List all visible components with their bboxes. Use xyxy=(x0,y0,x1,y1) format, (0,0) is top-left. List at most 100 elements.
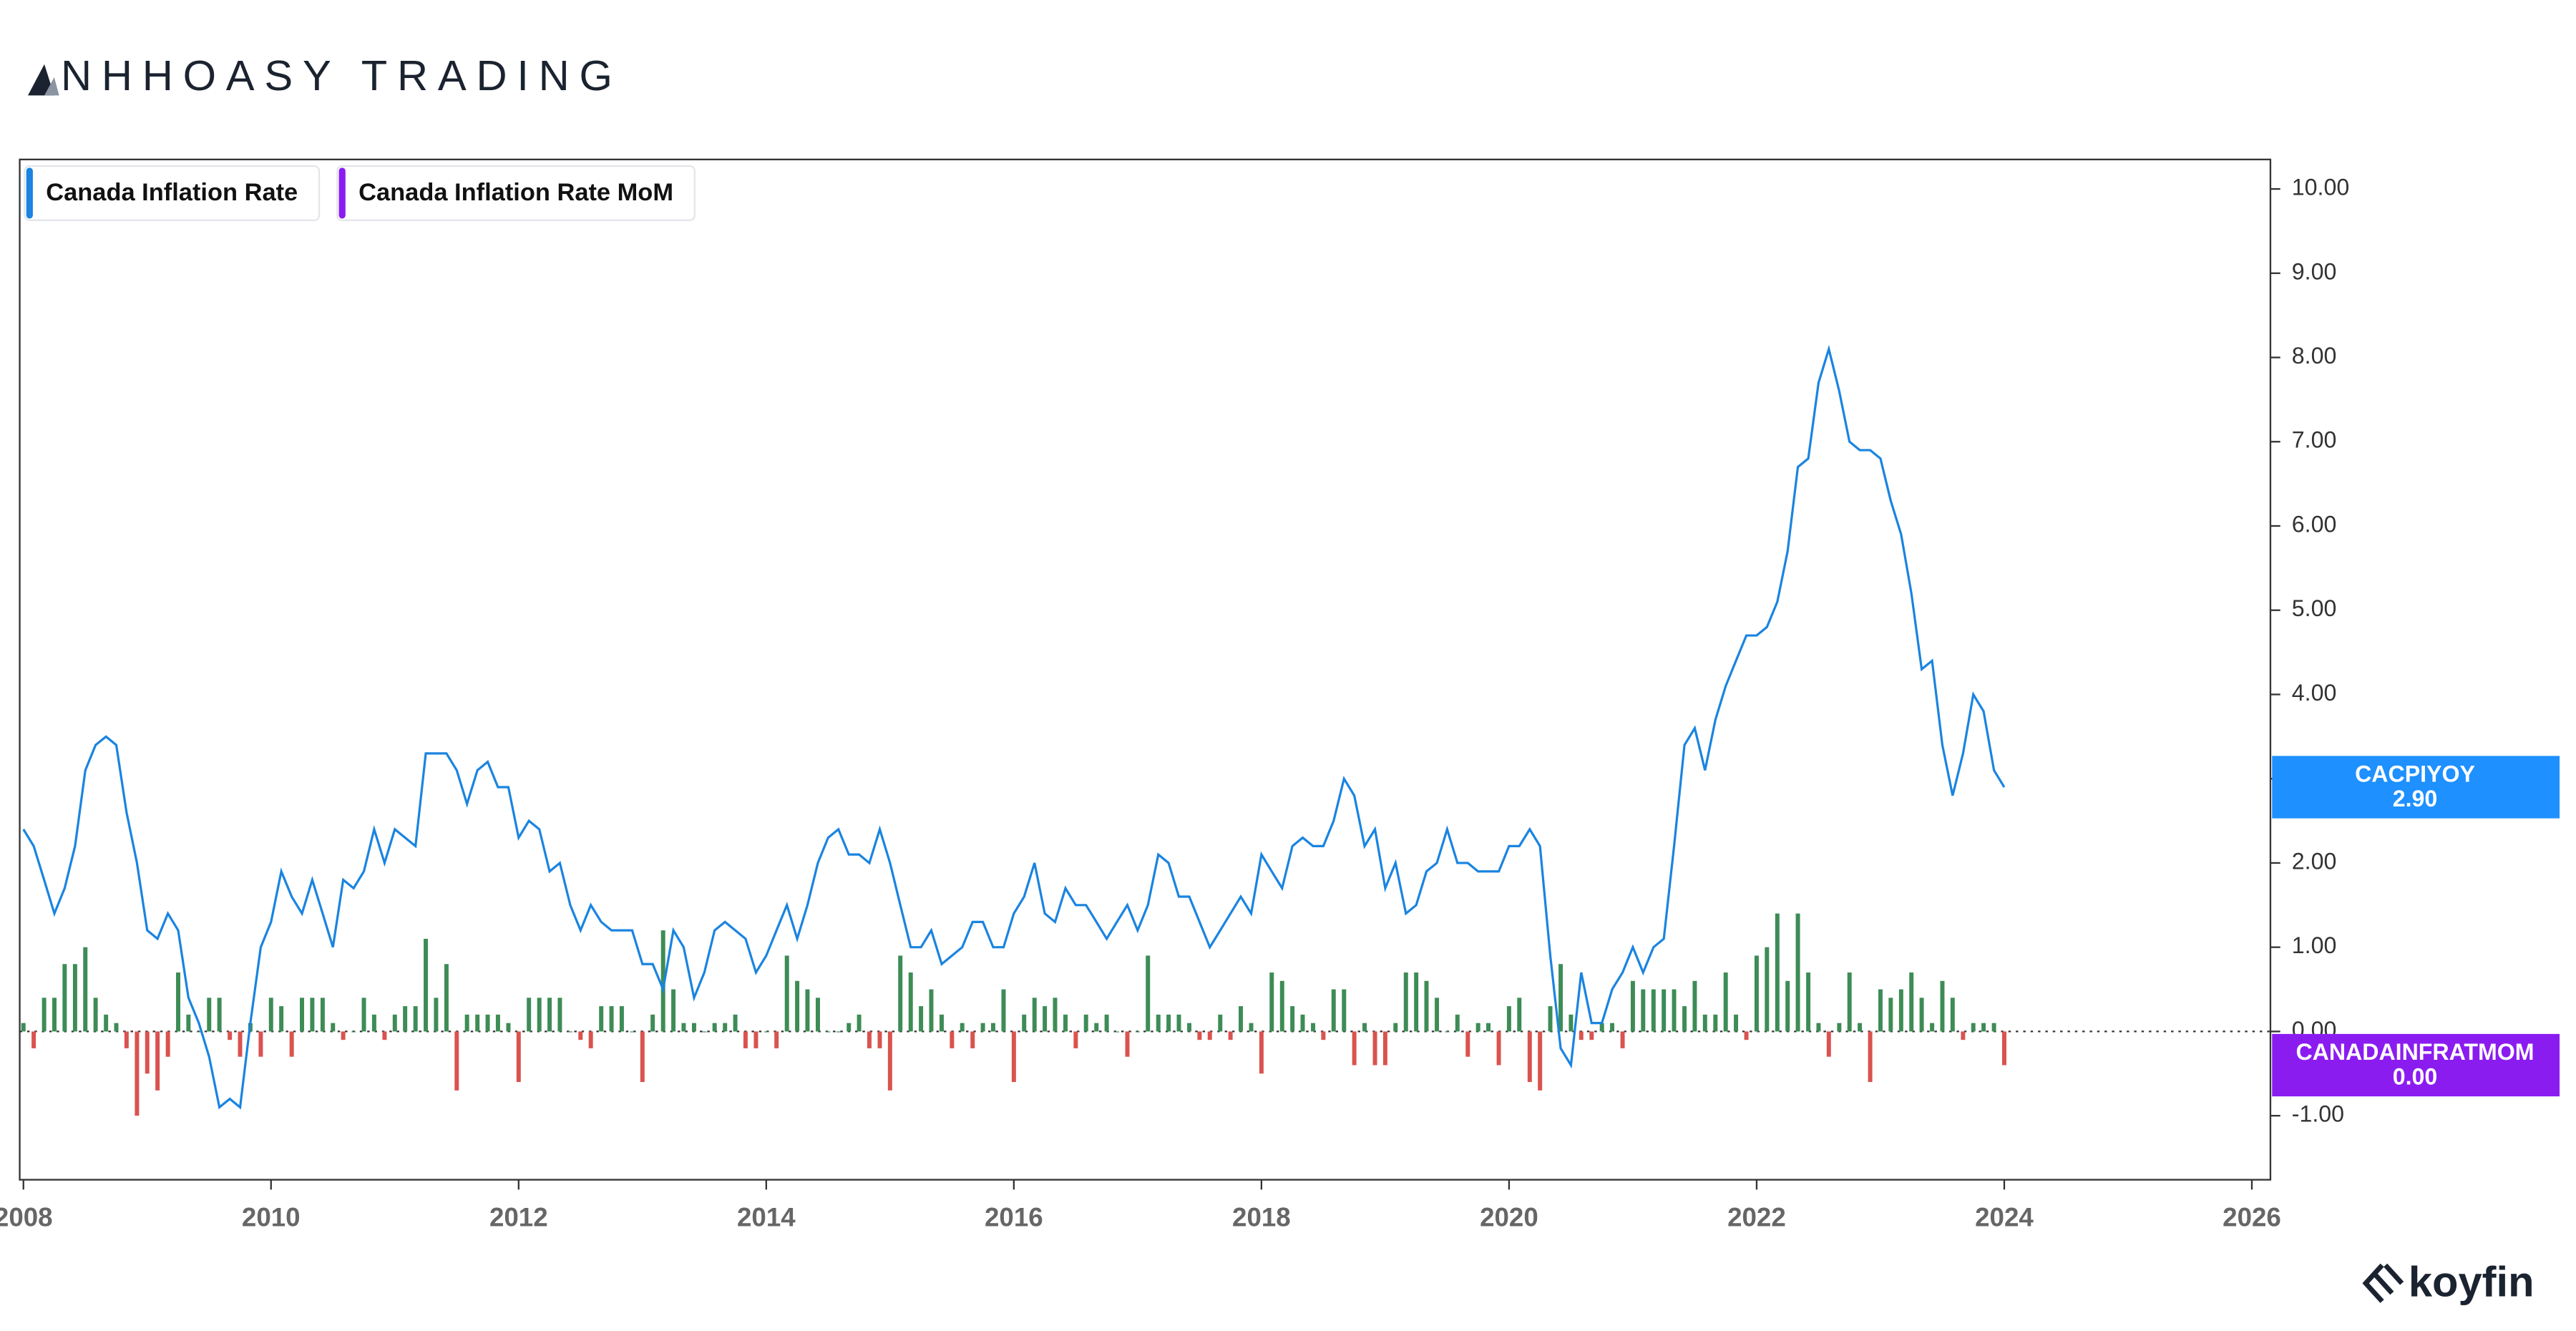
bar xyxy=(929,989,934,1032)
bar xyxy=(1053,998,1058,1032)
bar xyxy=(392,1014,397,1032)
x-tick-label: 2022 xyxy=(1727,1202,1786,1232)
bar xyxy=(258,1031,263,1057)
bar xyxy=(1930,1023,1935,1032)
bar xyxy=(1909,972,1914,1032)
bar xyxy=(1775,913,1780,1032)
bar xyxy=(1641,989,1646,1032)
brand-logo xyxy=(28,64,54,96)
bar xyxy=(1331,989,1336,1032)
badge xyxy=(2272,1033,2560,1097)
bar xyxy=(268,998,273,1032)
x-tick-label: 2018 xyxy=(1232,1202,1291,1232)
legend-item: Canada Inflation Rate xyxy=(24,165,321,221)
bar xyxy=(1527,1031,1532,1083)
bar xyxy=(847,1023,852,1032)
axes: -1.000.001.002.003.004.005.006.007.008.0… xyxy=(0,175,2349,1232)
bar xyxy=(1372,1031,1377,1066)
bar xyxy=(1868,1031,1873,1083)
bar xyxy=(527,998,532,1032)
y-tick-label: 10.00 xyxy=(2292,175,2349,200)
bar xyxy=(1207,1031,1212,1040)
bar xyxy=(712,1023,717,1032)
bar xyxy=(671,989,676,1032)
bar xyxy=(1558,964,1563,1032)
bar xyxy=(361,998,366,1032)
bar xyxy=(62,964,67,1032)
bar xyxy=(1269,972,1274,1032)
bar xyxy=(1754,955,1759,1032)
bar xyxy=(733,1014,738,1032)
legend-box xyxy=(24,165,321,221)
bar xyxy=(1888,998,1893,1032)
bar xyxy=(124,1031,129,1048)
bar xyxy=(516,1031,521,1083)
bar xyxy=(454,1031,459,1091)
bar xyxy=(1414,972,1419,1032)
bar xyxy=(1166,1014,1171,1032)
bar xyxy=(300,998,305,1032)
bar xyxy=(1692,980,1697,1032)
badge xyxy=(2272,756,2560,819)
bar xyxy=(444,964,449,1032)
bar xyxy=(403,1006,408,1032)
brand-logo-accent xyxy=(44,77,59,96)
bar xyxy=(1579,1031,1584,1040)
badge-value: 2.90 xyxy=(2393,786,2438,811)
x-tick-label: 2026 xyxy=(2223,1202,2281,1232)
bar xyxy=(196,1031,201,1033)
bar xyxy=(1599,1023,1604,1032)
y-tick-label: 9.00 xyxy=(2292,258,2337,284)
y-tick-label: 6.00 xyxy=(2292,511,2337,537)
bar xyxy=(630,1031,635,1033)
bar xyxy=(72,964,77,1032)
bar xyxy=(1135,1031,1140,1033)
bar xyxy=(1475,1023,1480,1032)
badge-ticker: CANADAINFRATMOM xyxy=(2296,1039,2534,1065)
bar xyxy=(114,1023,119,1032)
line xyxy=(22,344,2006,1110)
bar xyxy=(743,1031,748,1048)
bar xyxy=(1950,998,1955,1032)
badge-ticker: CACPIYOY xyxy=(2355,761,2475,786)
bar xyxy=(1816,1023,1821,1032)
bar xyxy=(1094,1023,1099,1032)
bar xyxy=(320,998,325,1032)
bar xyxy=(1382,1031,1387,1066)
bar xyxy=(1104,1014,1109,1032)
bar xyxy=(1795,913,1800,1032)
bar xyxy=(1826,1031,1831,1057)
bar xyxy=(1083,1014,1088,1032)
footer-brand: koyfin xyxy=(2409,1257,2534,1305)
bar xyxy=(619,1006,624,1032)
bar xyxy=(980,1023,985,1032)
legend-label: Canada Inflation Rate xyxy=(46,179,298,206)
bar xyxy=(1228,1031,1233,1040)
legend: Canada Inflation Rate Canada Inflation Ra… xyxy=(24,165,696,221)
bar xyxy=(1630,980,1635,1032)
y-tick-label: -1.00 xyxy=(2292,1101,2344,1127)
bar xyxy=(186,1014,191,1032)
bar xyxy=(1342,989,1347,1032)
bar xyxy=(2001,1031,2006,1066)
bar xyxy=(495,1014,500,1032)
bar xyxy=(1620,1031,1625,1048)
bar xyxy=(83,947,88,1032)
bar xyxy=(1548,1006,1553,1032)
bar xyxy=(681,1023,686,1032)
bar xyxy=(165,1031,170,1057)
bar xyxy=(774,1031,779,1048)
bar xyxy=(1538,1031,1543,1091)
bar xyxy=(1290,1006,1295,1032)
bar xyxy=(475,1014,480,1032)
bar xyxy=(691,1023,696,1032)
bar xyxy=(1806,972,1811,1032)
bar xyxy=(1785,980,1790,1032)
bar xyxy=(1352,1031,1357,1066)
bar xyxy=(660,930,665,1032)
bar xyxy=(763,1031,769,1033)
bar xyxy=(31,1031,36,1048)
x-tick-label: 2024 xyxy=(1975,1202,2034,1232)
bar xyxy=(1723,972,1728,1032)
